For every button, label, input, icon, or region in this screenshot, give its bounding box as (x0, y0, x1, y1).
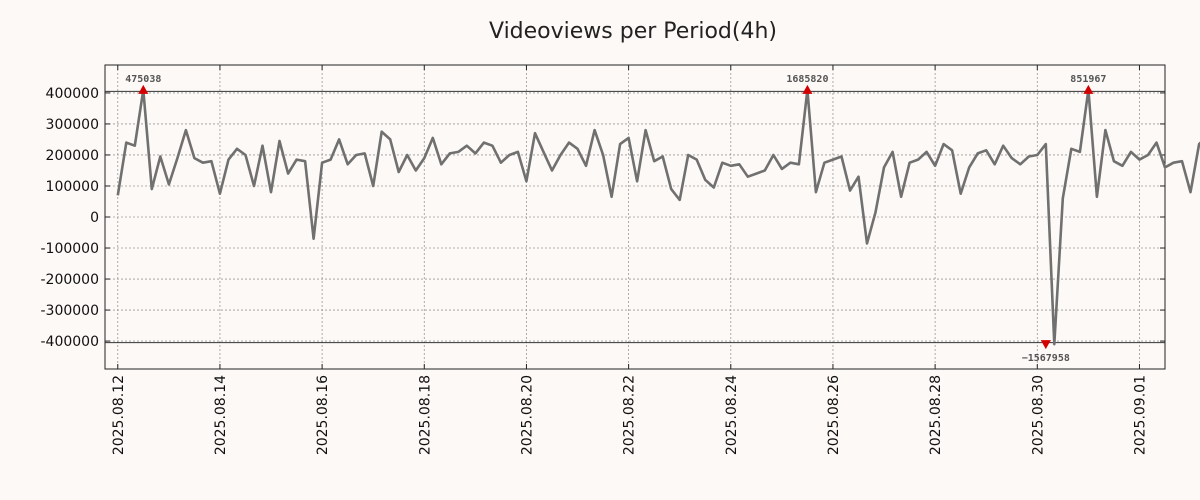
y-tick-label: 100000 (46, 179, 99, 195)
peak-label: −1567958 (1022, 353, 1070, 364)
peak-label: 475038 (125, 74, 161, 85)
y-tick-label: -300000 (41, 303, 100, 319)
x-tick-label: 2025.08.12 (111, 375, 127, 455)
y-tick-label: -400000 (41, 334, 100, 350)
peak-marker (1083, 84, 1094, 94)
x-tick-label: 2025.08.30 (1030, 375, 1046, 455)
chart-title: Videoviews per Period(4h) (489, 19, 777, 44)
peak-label: 851967 (1070, 74, 1106, 85)
y-tick-label: 200000 (46, 148, 99, 164)
y-tick-label: 0 (90, 210, 99, 226)
x-tick-label: 2025.08.16 (315, 375, 331, 455)
x-tick-label: 2025.08.20 (519, 375, 535, 455)
peak-marker (138, 84, 149, 94)
y-tick-label: 400000 (46, 86, 99, 102)
x-tick-label: 2025.09.01 (1132, 375, 1148, 455)
y-tick-label: -200000 (41, 272, 100, 288)
peak-label: 1685820 (786, 74, 828, 85)
x-tick-label: 2025.08.18 (417, 375, 433, 455)
peak-marker (1040, 340, 1051, 350)
x-tick-label: 2025.08.28 (928, 375, 944, 455)
x-tick-label: 2025.08.22 (622, 375, 638, 455)
y-tick-label: -100000 (41, 241, 100, 257)
x-tick-label: 2025.08.26 (826, 375, 842, 455)
peak-marker (802, 84, 813, 94)
y-tick-label: 300000 (46, 117, 99, 133)
series-line (116, 88, 1200, 346)
x-tick-label: 2025.08.24 (724, 375, 740, 455)
x-tick-label: 2025.08.14 (213, 375, 229, 455)
